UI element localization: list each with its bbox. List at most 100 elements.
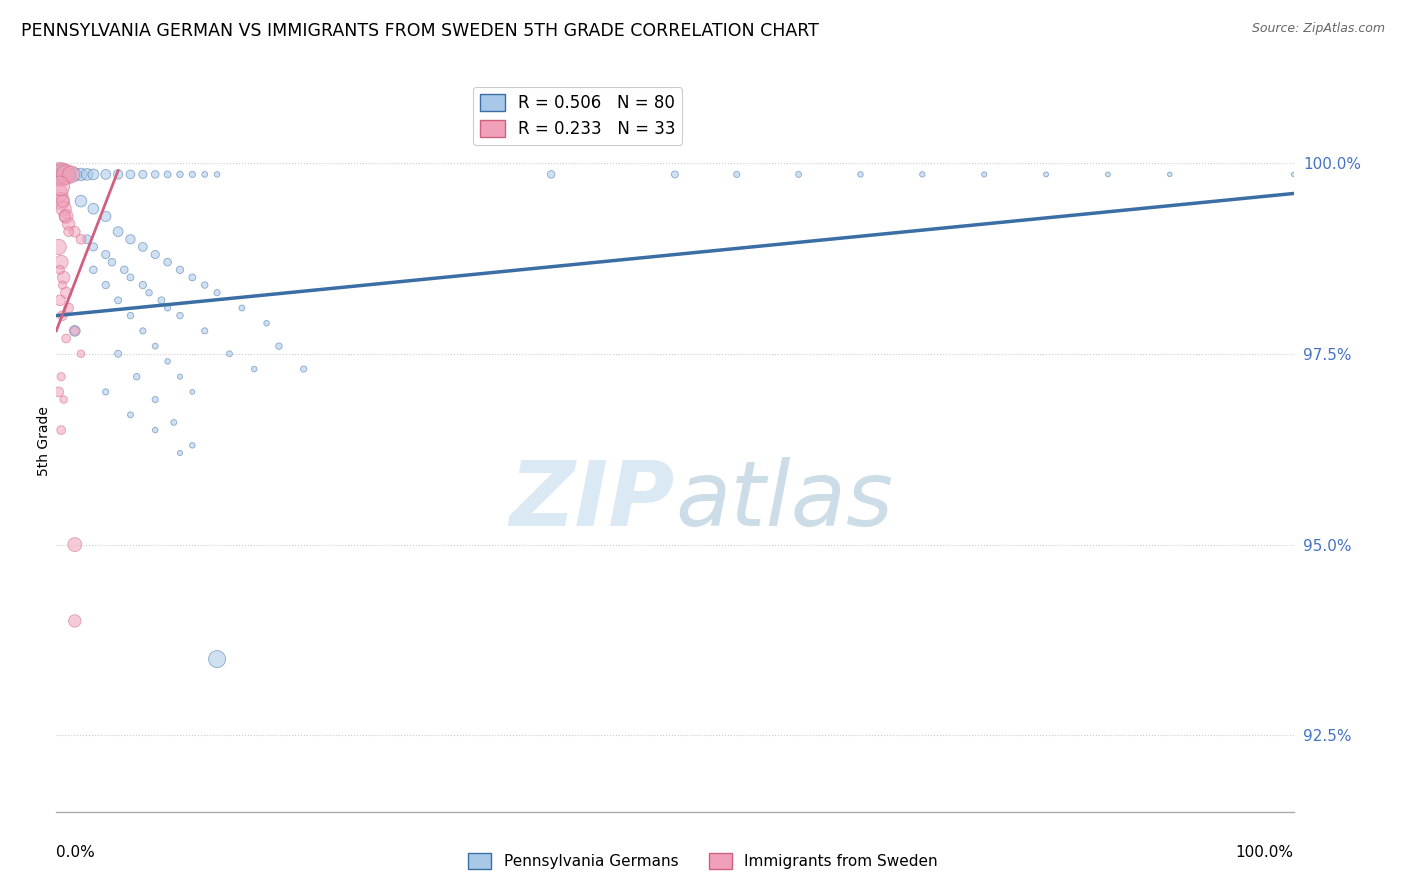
Point [218, 347, 240, 361]
Point [82, 168, 104, 182]
Point [51, 369, 73, 384]
Point [55, 285, 77, 300]
Point [143, 168, 166, 182]
Point [181, 270, 204, 285]
Point [1097, 168, 1119, 182]
Point [63, 538, 86, 552]
Text: PENNSYLVANIA GERMAN VS IMMIGRANTS FROM SWEDEN 5TH GRADE CORRELATION CHART: PENNSYLVANIA GERMAN VS IMMIGRANTS FROM S… [21, 22, 818, 40]
Point [112, 262, 135, 277]
Point [101, 255, 124, 269]
Point [1159, 168, 1181, 182]
Point [205, 168, 228, 182]
Point [51, 194, 73, 208]
Point [120, 168, 142, 182]
Point [49, 168, 72, 182]
Point [51, 194, 73, 208]
Point [292, 362, 315, 376]
Point [55, 168, 77, 182]
Point [82, 240, 104, 254]
Point [256, 316, 278, 330]
Text: Source: ZipAtlas.com: Source: ZipAtlas.com [1251, 22, 1385, 36]
Point [973, 168, 995, 182]
Point [82, 202, 104, 216]
Point [540, 168, 562, 182]
Point [58, 301, 80, 315]
Point [120, 408, 142, 422]
Point [76, 168, 98, 182]
Y-axis label: 5th Grade: 5th Grade [37, 407, 51, 476]
Text: 0.0%: 0.0% [56, 845, 96, 860]
Point [70, 232, 93, 246]
Point [48, 240, 70, 254]
Point [120, 309, 142, 323]
Point [1282, 168, 1305, 182]
Point [143, 247, 166, 261]
Point [132, 324, 155, 338]
Point [53, 210, 76, 224]
Point [52, 392, 75, 407]
Point [107, 168, 129, 182]
Point [120, 270, 142, 285]
Point [138, 285, 160, 300]
Point [82, 262, 104, 277]
Point [63, 324, 86, 338]
Point [849, 168, 872, 182]
Point [1035, 168, 1057, 182]
Point [94, 168, 117, 182]
Point [194, 324, 217, 338]
Point [52, 270, 75, 285]
Point [120, 232, 142, 246]
Point [169, 168, 191, 182]
Point [58, 225, 80, 239]
Point [55, 210, 77, 224]
Point [51, 168, 73, 182]
Text: ZIP: ZIP [509, 457, 675, 545]
Point [107, 347, 129, 361]
Point [76, 232, 98, 246]
Point [231, 301, 253, 315]
Point [243, 362, 266, 376]
Point [94, 247, 117, 261]
Point [725, 168, 748, 182]
Point [94, 384, 117, 399]
Point [70, 347, 93, 361]
Point [143, 423, 166, 437]
Point [181, 438, 204, 452]
Point [58, 168, 80, 182]
Point [205, 285, 228, 300]
Point [664, 168, 686, 182]
Point [55, 331, 77, 345]
Point [63, 225, 86, 239]
Point [51, 309, 73, 323]
Point [143, 339, 166, 353]
Point [52, 168, 75, 182]
Point [205, 652, 228, 666]
Point [150, 293, 173, 308]
Point [49, 262, 72, 277]
Point [55, 168, 77, 182]
Point [107, 293, 129, 308]
Point [63, 324, 86, 338]
Point [49, 293, 72, 308]
Point [163, 416, 186, 430]
Point [48, 186, 70, 201]
Point [48, 168, 70, 182]
Point [70, 168, 93, 182]
Point [156, 301, 179, 315]
Point [51, 168, 73, 182]
Point [51, 278, 73, 293]
Point [267, 339, 290, 353]
Point [107, 225, 129, 239]
Point [787, 168, 810, 182]
Point [169, 262, 191, 277]
Point [169, 369, 191, 384]
Point [132, 168, 155, 182]
Point [63, 614, 86, 628]
Point [58, 217, 80, 231]
Legend: Pennsylvania Germans, Immigrants from Sweden: Pennsylvania Germans, Immigrants from Sw… [463, 847, 943, 875]
Point [156, 354, 179, 368]
Point [51, 423, 73, 437]
Point [132, 278, 155, 293]
Point [169, 446, 191, 460]
Point [52, 202, 75, 216]
